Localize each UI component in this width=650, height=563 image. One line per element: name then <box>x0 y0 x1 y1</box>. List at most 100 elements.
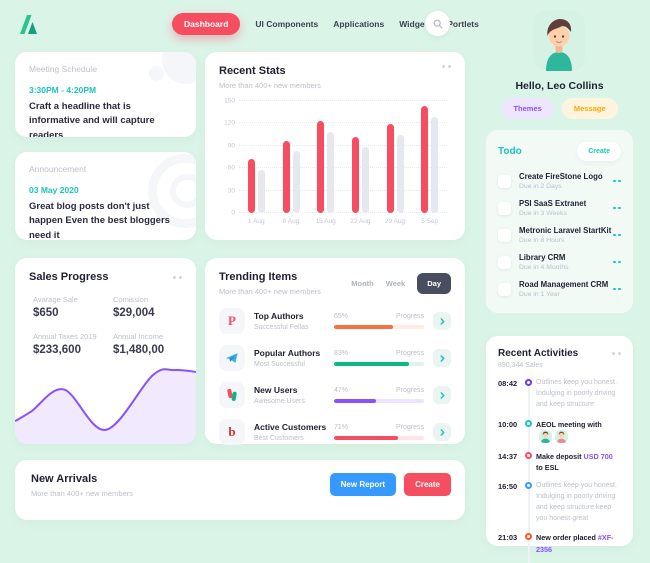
tab-month[interactable]: Month <box>351 279 374 288</box>
progress-track <box>334 325 424 329</box>
bar-current[interactable] <box>282 140 290 213</box>
pinterest-p-icon: P <box>219 308 245 334</box>
profile-message-button[interactable]: Message <box>561 98 618 119</box>
activity-row: 21:03 New order placed #XF-2356 <box>498 532 621 563</box>
trending-progress-col: 83% Progress <box>334 350 424 366</box>
recent-activities-subtitle: 890,344 Sales <box>498 362 543 369</box>
activity-row: 10:00 AEOL meeting with <box>498 418 621 459</box>
dots-menu-icon[interactable] <box>612 352 621 355</box>
profile-buttons: Themes Message <box>486 98 633 119</box>
activity-link[interactable]: USD 700 <box>583 451 613 461</box>
tab-day[interactable]: Day <box>417 273 451 294</box>
bar-current[interactable] <box>317 121 325 213</box>
timeline-dot-icon <box>525 451 532 459</box>
new-arrivals-card: New Arrivals More than 400+ new members … <box>15 460 465 520</box>
todo-title: Todo <box>498 146 522 157</box>
sales-stat: Avarage Sale $650 <box>33 295 113 319</box>
progress-track <box>334 399 424 403</box>
bar-group <box>378 101 413 213</box>
bar-previous[interactable] <box>327 132 335 213</box>
activity-text: AEOL meeting with <box>536 419 621 451</box>
y-axis-tick: 150 <box>224 97 235 105</box>
timeline-dot-icon <box>525 419 532 427</box>
new-arrivals-create-button[interactable]: Create <box>404 473 451 496</box>
x-axis-label: 1 Aug <box>248 218 265 225</box>
announcement-text: Great blog posts don't just happen Even … <box>29 201 170 240</box>
todo-row: Road Management CRM Due in 1 Year <box>498 280 621 298</box>
trending-percent: 47% <box>334 387 349 395</box>
bar-current[interactable] <box>386 124 394 213</box>
todo-create-button[interactable]: Create <box>577 142 621 161</box>
trending-progress-head: 71% Progress <box>334 424 424 431</box>
tab-week[interactable]: Week <box>385 279 406 288</box>
todo-item-due: Due in 3 Weeks <box>519 210 567 217</box>
telegram-plane-icon <box>219 345 245 371</box>
bar-current[interactable] <box>351 136 359 213</box>
new-arrivals-new-report-button[interactable]: New Report <box>329 473 397 496</box>
decorative-ring <box>170 174 196 208</box>
dots-menu-icon[interactable] <box>613 287 621 291</box>
activity-text: New order placed #XF-2356 <box>536 532 621 562</box>
todo-checkbox[interactable] <box>498 255 511 269</box>
todo-texts: Library CRM Due in 4 Months <box>519 253 613 271</box>
todo-checkbox[interactable] <box>498 282 511 296</box>
trending-percent: 83% <box>334 350 349 358</box>
chart-gridline: 120 <box>224 120 447 127</box>
arrow-button[interactable] <box>433 423 451 441</box>
new-arrivals-subtitle: More than 400+ new members <box>31 489 133 498</box>
nav-item-portlets[interactable]: Portlets <box>447 19 479 29</box>
trending-tabs: Month Week Day <box>351 273 451 294</box>
dots-menu-icon[interactable] <box>442 65 451 68</box>
dots-menu-icon[interactable] <box>613 179 621 183</box>
nav-item-widgets[interactable]: Widgets <box>399 19 433 29</box>
bar-previous[interactable] <box>292 151 300 213</box>
trending-item-desc: Best Customers <box>254 435 304 442</box>
todo-texts: Road Management CRM Due in 1 Year <box>519 280 613 298</box>
sales-stat-label: Comission <box>113 295 149 304</box>
todo-item-name: Road Management CRM <box>519 280 609 289</box>
dots-menu-icon[interactable] <box>173 275 182 279</box>
dots-menu-icon[interactable] <box>613 260 621 264</box>
arrow-button[interactable] <box>433 349 451 367</box>
nav-item-applications[interactable]: Applications <box>333 19 385 29</box>
y-axis-tick: 120 <box>224 119 235 127</box>
meeting-text: Craft a headline that is informative and… <box>29 101 155 137</box>
bar-previous[interactable] <box>257 169 265 213</box>
recent-stats-card: Recent Stats More than 400+ new members … <box>205 52 465 240</box>
dots-menu-icon[interactable] <box>613 233 621 237</box>
chart-gridline: 90 <box>228 142 447 149</box>
trending-items-card: Trending Items More than 400+ new member… <box>205 258 465 445</box>
todo-checkbox[interactable] <box>498 228 511 242</box>
bar-current[interactable] <box>247 158 255 213</box>
user-avatar[interactable] <box>533 10 585 71</box>
progress-label: Progress <box>395 313 424 321</box>
bar-previous[interactable] <box>396 135 404 213</box>
bar-current[interactable] <box>421 106 429 213</box>
bar-previous[interactable] <box>431 117 439 213</box>
arrow-button[interactable] <box>433 386 451 404</box>
shapes-icon <box>219 382 245 408</box>
bar-group <box>343 101 378 213</box>
bar-previous[interactable] <box>361 147 369 213</box>
chevron-right-icon <box>439 354 445 362</box>
search-button[interactable] <box>425 11 450 36</box>
arrow-button[interactable] <box>433 312 451 330</box>
activity-time: 21:03 <box>498 533 518 543</box>
trending-progress-head: 83% Progress <box>334 350 424 357</box>
nav-item-ui-components[interactable]: UI Components <box>255 19 319 29</box>
dots-menu-icon[interactable] <box>613 206 621 210</box>
todo-checkbox[interactable] <box>498 201 511 215</box>
trending-progress-head: 65% Progress <box>334 313 424 320</box>
progress-fill <box>334 325 393 329</box>
activity-marker <box>521 450 536 489</box>
metronic-logo-icon[interactable] <box>18 13 44 35</box>
activity-text: Make deposit USD 700 to ESL <box>536 451 621 481</box>
profile-themes-button[interactable]: Themes <box>501 98 554 119</box>
activity-time: 10:00 <box>498 419 518 429</box>
chevron-right-icon <box>439 317 445 325</box>
todo-checkbox[interactable] <box>498 174 511 188</box>
announcement-label: Announcement <box>29 164 87 174</box>
activity-row: 08:42 Outlines keep you honest. Indulging… <box>498 378 621 427</box>
todo-texts: Metronic Laravel StartKit Due in 8 Hours <box>519 226 613 244</box>
nav-item-dashboard[interactable]: Dashboard <box>172 13 241 35</box>
